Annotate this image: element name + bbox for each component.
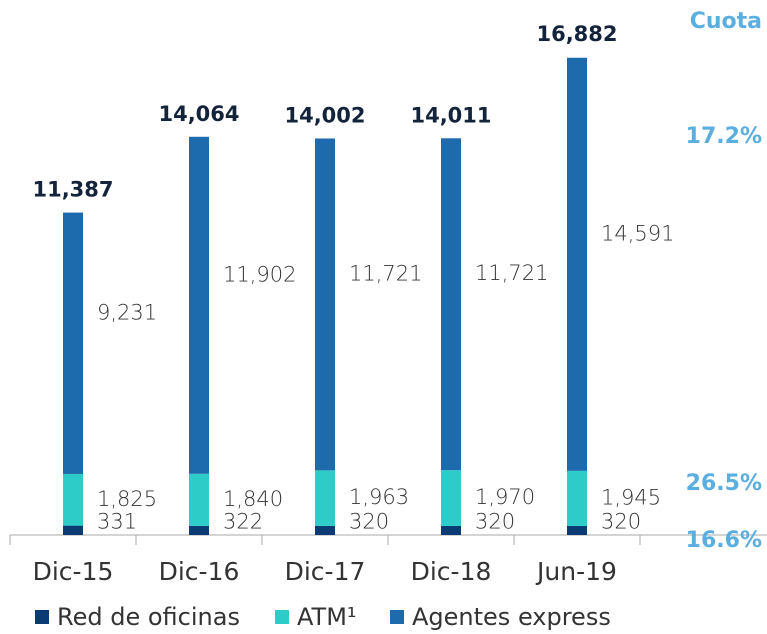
bar-segment	[63, 473, 83, 526]
share-title: Cuota	[690, 9, 762, 34]
bar-segment	[315, 525, 335, 535]
total-label: 16,882	[536, 22, 617, 46]
total-label: 14,002	[284, 104, 365, 128]
bar-segment	[63, 525, 83, 535]
x-tick-label: Dic-18	[411, 557, 492, 586]
bar-segment	[63, 212, 83, 474]
bar-segment	[315, 138, 335, 471]
x-tick-label: Dic-16	[159, 557, 240, 586]
bar-segment	[189, 136, 209, 474]
value-label: 331	[97, 509, 137, 533]
legend-swatch	[275, 610, 289, 624]
legend-label: Red de oficinas	[57, 603, 240, 631]
x-tick-label: Dic-17	[285, 557, 366, 586]
value-label: 1,963	[349, 485, 409, 509]
value-label: 320	[349, 509, 389, 533]
value-label: 1,970	[475, 485, 535, 509]
bar-segment	[567, 525, 587, 535]
legend-swatch	[35, 610, 49, 624]
legend-label: Agentes express	[412, 603, 611, 631]
legend-swatch	[390, 610, 404, 624]
bar-segment	[567, 57, 587, 471]
value-label: 14,591	[601, 221, 674, 245]
share-label: 17.2%	[686, 124, 762, 149]
total-label: 14,011	[410, 103, 491, 127]
share-label: 26.5%	[686, 471, 762, 496]
value-label: 1,840	[223, 487, 283, 511]
value-label: 320	[601, 509, 641, 533]
x-tick-label: Dic-15	[33, 557, 114, 586]
value-label: 11,721	[349, 261, 422, 285]
share-label: 16.6%	[686, 528, 762, 553]
bar-segment	[189, 525, 209, 535]
legend-label: ATM¹	[297, 603, 357, 631]
value-label: 9,231	[97, 300, 157, 324]
bar-segment	[189, 473, 209, 526]
bar-segment	[441, 470, 461, 526]
bar-segment	[441, 138, 461, 471]
bar-segment	[315, 470, 335, 526]
value-label: 1,945	[601, 485, 661, 509]
bar-segment	[567, 470, 587, 526]
value-label: 320	[475, 509, 515, 533]
value-label: 1,825	[97, 487, 157, 511]
total-label: 14,064	[158, 102, 239, 126]
x-tick-label: Jun-19	[535, 557, 617, 586]
bar-segment	[441, 525, 461, 535]
value-label: 11,902	[223, 262, 296, 286]
value-label: 11,721	[475, 261, 548, 285]
total-label: 11,387	[32, 178, 113, 202]
value-label: 322	[223, 509, 263, 533]
